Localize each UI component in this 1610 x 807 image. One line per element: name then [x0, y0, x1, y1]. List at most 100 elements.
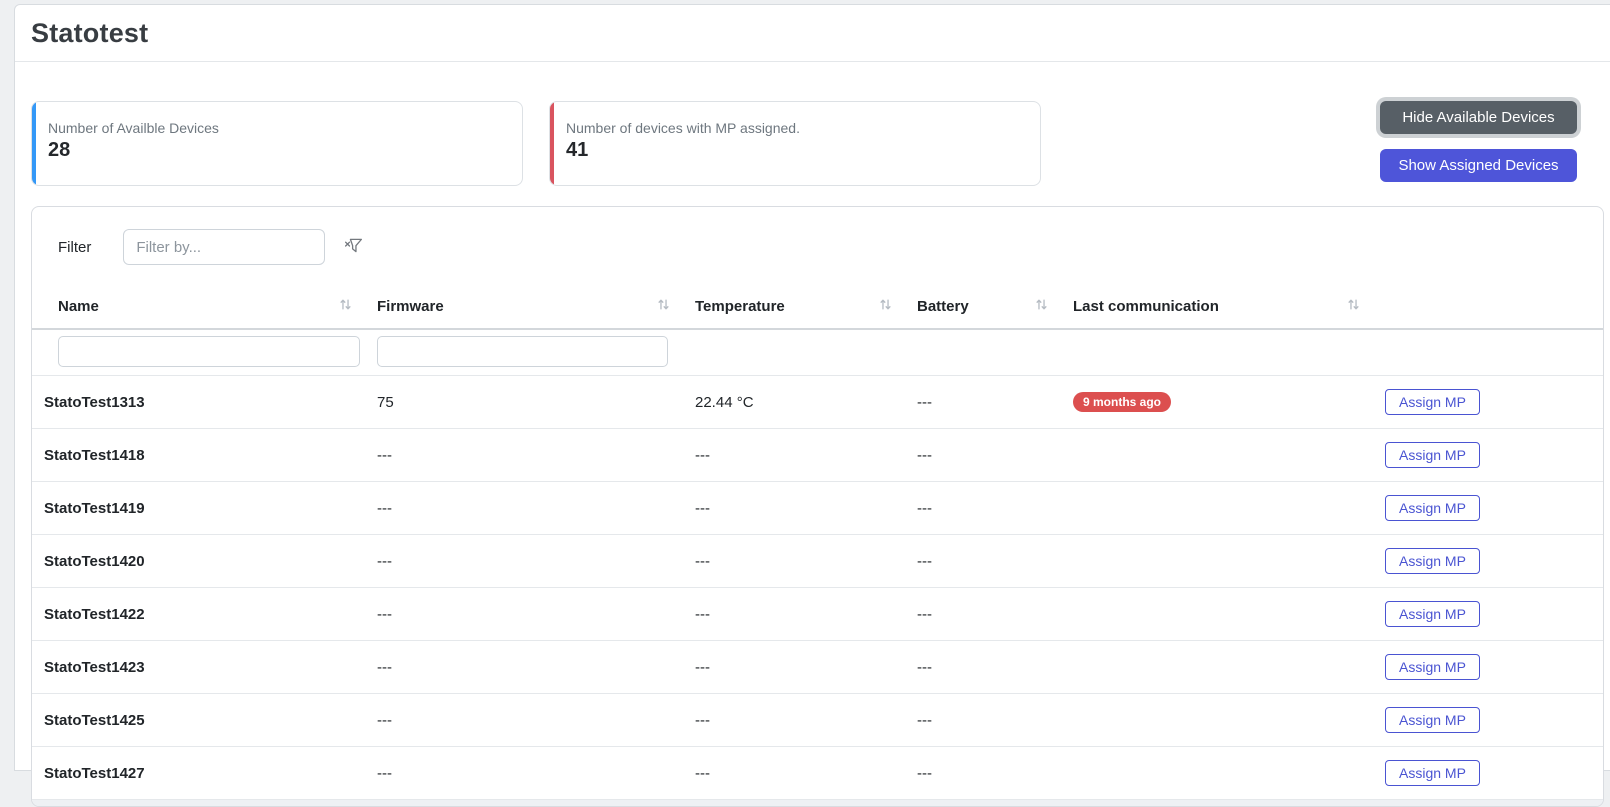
firmware-cell: 75	[365, 376, 683, 429]
row-actions-cell: Assign MP	[1373, 747, 1603, 800]
column-header-firmware[interactable]: Firmware	[365, 285, 683, 329]
column-filter-input-firmware[interactable]	[377, 336, 668, 367]
assign-mp-button[interactable]: Assign MP	[1385, 495, 1480, 521]
row-actions-cell: Assign MP	[1373, 641, 1603, 694]
row-actions-cell: Assign MP	[1373, 588, 1603, 641]
temperature-cell: ---	[683, 641, 905, 694]
last-communication-cell	[1061, 641, 1373, 694]
table-row: StatoTest1420---------Assign MP	[32, 535, 1603, 588]
column-header-name[interactable]: Name	[32, 285, 365, 329]
last-communication-cell	[1061, 482, 1373, 535]
top-actions: Hide Available Devices Show Assigned Dev…	[1380, 101, 1577, 182]
column-label: Last communication	[1073, 298, 1219, 315]
battery-cell: ---	[905, 535, 1061, 588]
show-assigned-devices-button[interactable]: Show Assigned Devices	[1380, 149, 1577, 182]
device-name-cell: StatoTest1422	[32, 588, 365, 641]
column-header-battery[interactable]: Battery	[905, 285, 1061, 329]
last-communication-cell	[1061, 747, 1373, 800]
last-communication-cell	[1061, 588, 1373, 641]
row-actions-cell: Assign MP	[1373, 694, 1603, 747]
stat-accent-bar	[32, 102, 36, 185]
table-row: StatoTest1419---------Assign MP	[32, 482, 1603, 535]
column-filter-cell-temperature	[683, 329, 905, 376]
battery-cell: ---	[905, 429, 1061, 482]
temperature-cell: 22.44 °C	[683, 376, 905, 429]
device-name-cell: StatoTest1427	[32, 747, 365, 800]
last-communication-cell	[1061, 429, 1373, 482]
device-name-cell: StatoTest1420	[32, 535, 365, 588]
firmware-cell: ---	[365, 641, 683, 694]
page-title: Statotest	[31, 18, 1603, 49]
table-row: StatoTest1422---------Assign MP	[32, 588, 1603, 641]
stat-value: 41	[566, 139, 1024, 162]
firmware-cell: ---	[365, 747, 683, 800]
column-label: Temperature	[695, 298, 785, 315]
table-row: StatoTest1427---------Assign MP	[32, 747, 1603, 800]
table-header-row: Name Firmware Temperature Battery Last commu…	[32, 285, 1603, 329]
device-name-cell: StatoTest1425	[32, 694, 365, 747]
battery-cell: ---	[905, 588, 1061, 641]
filter-bar: Filter	[32, 229, 1603, 265]
filter-input[interactable]	[123, 229, 325, 265]
column-header-actions	[1373, 285, 1603, 329]
firmware-cell: ---	[365, 482, 683, 535]
column-filter-cell-battery	[905, 329, 1061, 376]
sort-icon[interactable]	[338, 297, 353, 316]
column-label: Firmware	[377, 298, 444, 315]
column-label: Name	[58, 298, 99, 315]
assign-mp-button[interactable]: Assign MP	[1385, 442, 1480, 468]
row-actions-cell: Assign MP	[1373, 535, 1603, 588]
column-label: Battery	[917, 298, 969, 315]
stats-row: Number of Availble Devices 28 Number of …	[15, 62, 1610, 186]
assign-mp-button[interactable]: Assign MP	[1385, 389, 1480, 415]
battery-cell: ---	[905, 747, 1061, 800]
device-name-cell: StatoTest1419	[32, 482, 365, 535]
sort-icon[interactable]	[656, 297, 671, 316]
assign-mp-button[interactable]: Assign MP	[1385, 760, 1480, 786]
page-header: Statotest	[15, 5, 1610, 62]
temperature-cell: ---	[683, 588, 905, 641]
assign-mp-button[interactable]: Assign MP	[1385, 707, 1480, 733]
battery-cell: ---	[905, 694, 1061, 747]
sort-icon[interactable]	[878, 297, 893, 316]
column-header-last-communication[interactable]: Last communication	[1061, 285, 1373, 329]
stat-card-available-devices: Number of Availble Devices 28	[31, 101, 523, 186]
stat-accent-bar	[550, 102, 554, 185]
firmware-cell: ---	[365, 429, 683, 482]
hide-available-devices-button[interactable]: Hide Available Devices	[1380, 101, 1577, 134]
row-actions-cell: Assign MP	[1373, 376, 1603, 429]
sort-icon[interactable]	[1346, 297, 1361, 316]
table-row: StatoTest1423---------Assign MP	[32, 641, 1603, 694]
devices-table-card: Filter Name Firmware Temperature Battery Las…	[31, 206, 1604, 807]
firmware-cell: ---	[365, 694, 683, 747]
table-row: StatoTest1418---------Assign MP	[32, 429, 1603, 482]
table-bottom-strip	[32, 799, 1603, 806]
temperature-cell: ---	[683, 747, 905, 800]
assign-mp-button[interactable]: Assign MP	[1385, 548, 1480, 574]
stat-value: 28	[48, 139, 506, 162]
last-communication-cell	[1061, 535, 1373, 588]
last-communication-badge: 9 months ago	[1073, 392, 1171, 412]
temperature-cell: ---	[683, 535, 905, 588]
sort-icon[interactable]	[1034, 297, 1049, 316]
column-header-temperature[interactable]: Temperature	[683, 285, 905, 329]
device-name-cell: StatoTest1423	[32, 641, 365, 694]
column-filter-cell-firmware	[365, 329, 683, 376]
stat-label: Number of Availble Devices	[48, 120, 506, 136]
temperature-cell: ---	[683, 694, 905, 747]
battery-cell: ---	[905, 641, 1061, 694]
filter-label: Filter	[58, 239, 91, 256]
stat-label: Number of devices with MP assigned.	[566, 120, 1024, 136]
row-actions-cell: Assign MP	[1373, 429, 1603, 482]
clear-filter-button[interactable]	[341, 233, 366, 261]
device-name-cell: StatoTest1313	[32, 376, 365, 429]
table-row: StatoTest1425---------Assign MP	[32, 694, 1603, 747]
assign-mp-button[interactable]: Assign MP	[1385, 654, 1480, 680]
battery-cell: ---	[905, 482, 1061, 535]
column-filter-cell-last-communication	[1061, 329, 1373, 376]
assign-mp-button[interactable]: Assign MP	[1385, 601, 1480, 627]
table-filter-row	[32, 329, 1603, 376]
column-filter-input-name[interactable]	[58, 336, 360, 367]
